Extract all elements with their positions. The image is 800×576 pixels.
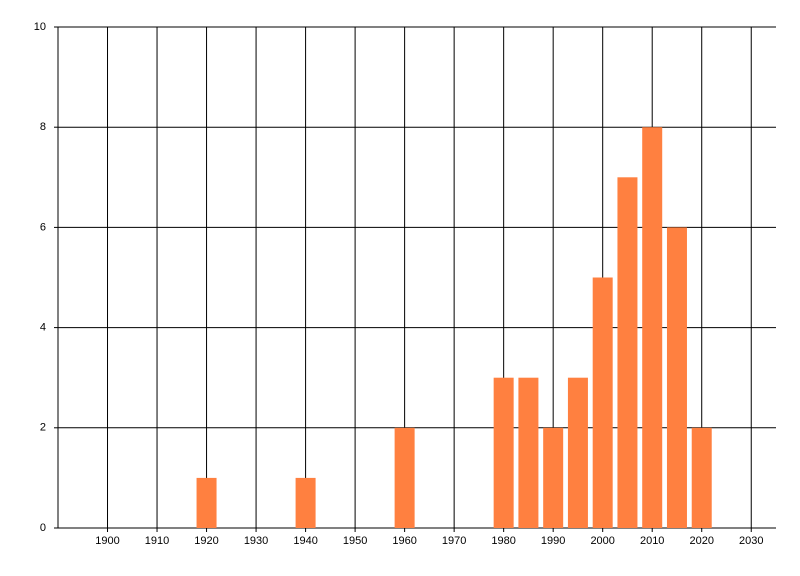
x-tick-label: 1990: [541, 535, 565, 547]
y-tick-label: 0: [40, 522, 46, 534]
bar: [567, 377, 588, 528]
y-tick-label: 6: [40, 221, 46, 233]
x-tick-label: 1940: [293, 535, 317, 547]
x-tick-label: 1950: [343, 535, 367, 547]
x-tick-label: 1970: [442, 535, 466, 547]
x-tick-label: 2010: [640, 535, 664, 547]
x-tick-label: 1930: [244, 535, 268, 547]
bar: [295, 477, 316, 528]
bar: [394, 427, 415, 528]
x-tick-label: 1980: [491, 535, 515, 547]
bar: [617, 177, 638, 529]
x-tick-label: 1900: [95, 535, 119, 547]
bar: [592, 277, 613, 528]
x-tick-label: 2020: [689, 535, 713, 547]
x-tick-label: 2000: [590, 535, 614, 547]
bar: [518, 377, 539, 528]
bar: [691, 427, 712, 528]
bar: [642, 127, 663, 528]
x-tick-label: 1910: [145, 535, 169, 547]
y-tick-label: 8: [40, 121, 46, 133]
y-tick-label: 2: [40, 422, 46, 434]
bar: [493, 377, 514, 528]
y-tick-label: 4: [40, 322, 46, 334]
x-tick-label: 1960: [392, 535, 416, 547]
x-tick-label: 2030: [739, 535, 763, 547]
y-tick-label: 10: [34, 21, 46, 33]
bar: [196, 477, 217, 528]
bar: [543, 427, 564, 528]
x-tick-label: 1920: [194, 535, 218, 547]
bar: [666, 227, 687, 528]
